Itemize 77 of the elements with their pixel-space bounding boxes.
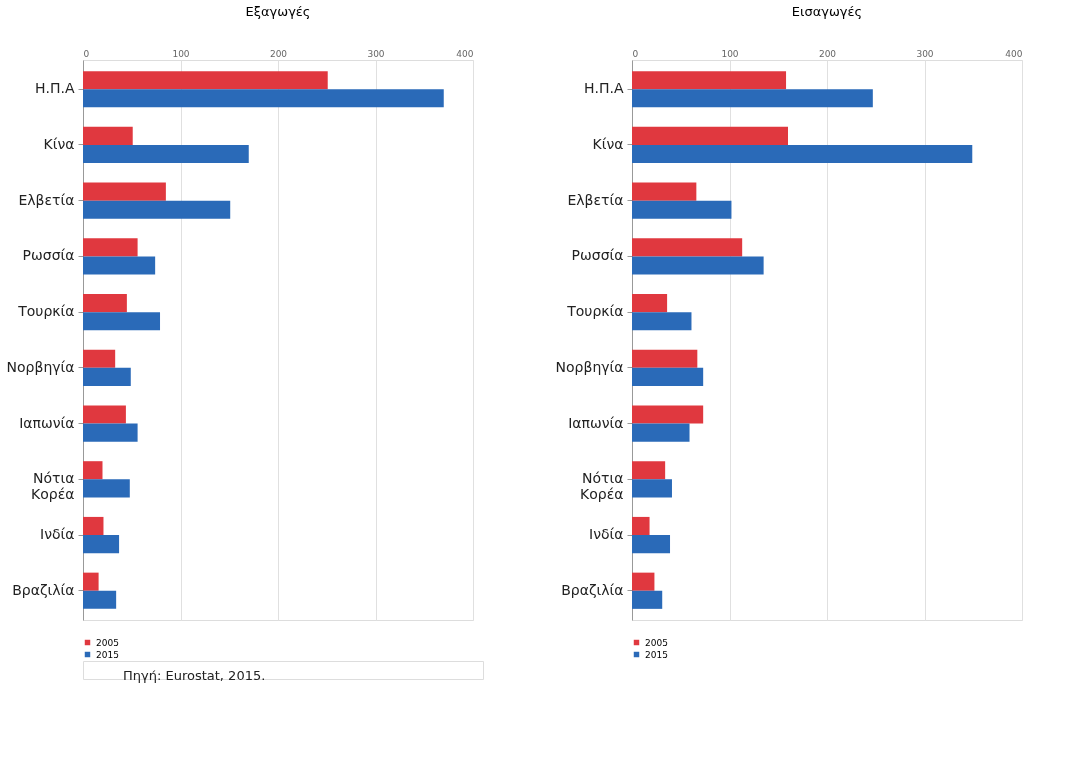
y-tick-label: Η.Π.Α: [34, 80, 75, 97]
bar: [83, 200, 231, 219]
x-tick-label: 100: [721, 48, 739, 59]
bar: [632, 405, 704, 424]
y-tick-label: Ρωσσία: [22, 247, 75, 264]
legend-label: 2005: [96, 637, 119, 648]
chart-title: Εισαγωγές: [791, 4, 863, 19]
bar: [632, 256, 764, 275]
bar: [83, 572, 99, 591]
bar: [83, 294, 127, 313]
bar: [632, 294, 668, 313]
bar: [632, 479, 672, 498]
bar: [632, 182, 697, 201]
y-tick-label: Νότια Κορέα: [31, 470, 75, 503]
text: Πηγή: Eurostat, 2015.: [123, 668, 266, 683]
bar: [632, 126, 788, 145]
x-tick-label: 0: [632, 48, 639, 59]
bar: [83, 71, 328, 90]
y-tick-label: Ελβετία: [567, 191, 624, 208]
bar: [83, 89, 444, 108]
bar: [83, 312, 161, 331]
bar: [632, 312, 692, 331]
bar: [632, 144, 973, 164]
bar: [632, 590, 663, 609]
y-tick-label: Ινδία: [40, 526, 75, 543]
y-tick-label: Νότια Κορέα: [580, 470, 624, 503]
bar: [632, 71, 787, 90]
bar: [632, 200, 732, 219]
y-tick-label: Νορβηγία: [555, 358, 624, 375]
bar: [632, 572, 655, 591]
y-tick-label: Κίνα: [43, 135, 75, 152]
x-tick-label: 300: [916, 48, 934, 59]
y-tick-label: Ιαπωνία: [19, 414, 75, 431]
chart-title: Εξαγωγές: [245, 4, 311, 19]
legend-label: 2015: [96, 649, 119, 660]
y-tick-label: Ιαπωνία: [568, 414, 624, 431]
y-tick-label: Τουρκία: [17, 303, 75, 320]
y-tick-label: Τουρκία: [566, 303, 624, 320]
bar: [632, 461, 666, 480]
bar: [83, 182, 166, 201]
legend-label: 2005: [645, 637, 668, 648]
bar: [83, 461, 103, 480]
x-tick-label: 400: [456, 48, 474, 59]
y-tick-label: Ρωσσία: [571, 247, 624, 264]
bar: [83, 256, 156, 275]
bar: [83, 238, 138, 257]
y-tick-label: Ινδία: [589, 526, 624, 543]
x-tick-label: 200: [818, 48, 837, 59]
y-tick-label: Ελβετία: [18, 191, 75, 208]
x-tick-label: 100: [172, 48, 190, 59]
bar: [632, 516, 650, 536]
bar: [632, 89, 873, 108]
bar: [632, 423, 690, 442]
legend-label: 2015: [645, 649, 668, 660]
bar: [632, 238, 743, 257]
x-tick-label: 400: [1005, 48, 1023, 59]
x-tick-label: 0: [83, 48, 90, 59]
bar: [632, 535, 671, 554]
bar: [632, 367, 704, 386]
bar: [83, 126, 133, 145]
y-tick-label: Η.Π.Α: [583, 80, 624, 97]
bar: [83, 590, 117, 609]
y-tick-label: Νορβηγία: [6, 358, 75, 375]
bar: [632, 349, 698, 368]
bar: [83, 405, 126, 424]
x-tick-label: 300: [367, 48, 385, 59]
bar: [83, 516, 104, 536]
y-tick-label: Βραζιλία: [561, 581, 624, 598]
y-tick-label: Βραζιλία: [12, 581, 75, 598]
bar: [83, 349, 116, 368]
x-tick-label: 200: [269, 48, 288, 59]
bar: [83, 367, 131, 386]
y-tick-label: Κίνα: [592, 135, 624, 152]
bar: [83, 144, 249, 164]
bar: [83, 535, 120, 554]
bar: [83, 423, 138, 442]
bar: [83, 479, 130, 498]
